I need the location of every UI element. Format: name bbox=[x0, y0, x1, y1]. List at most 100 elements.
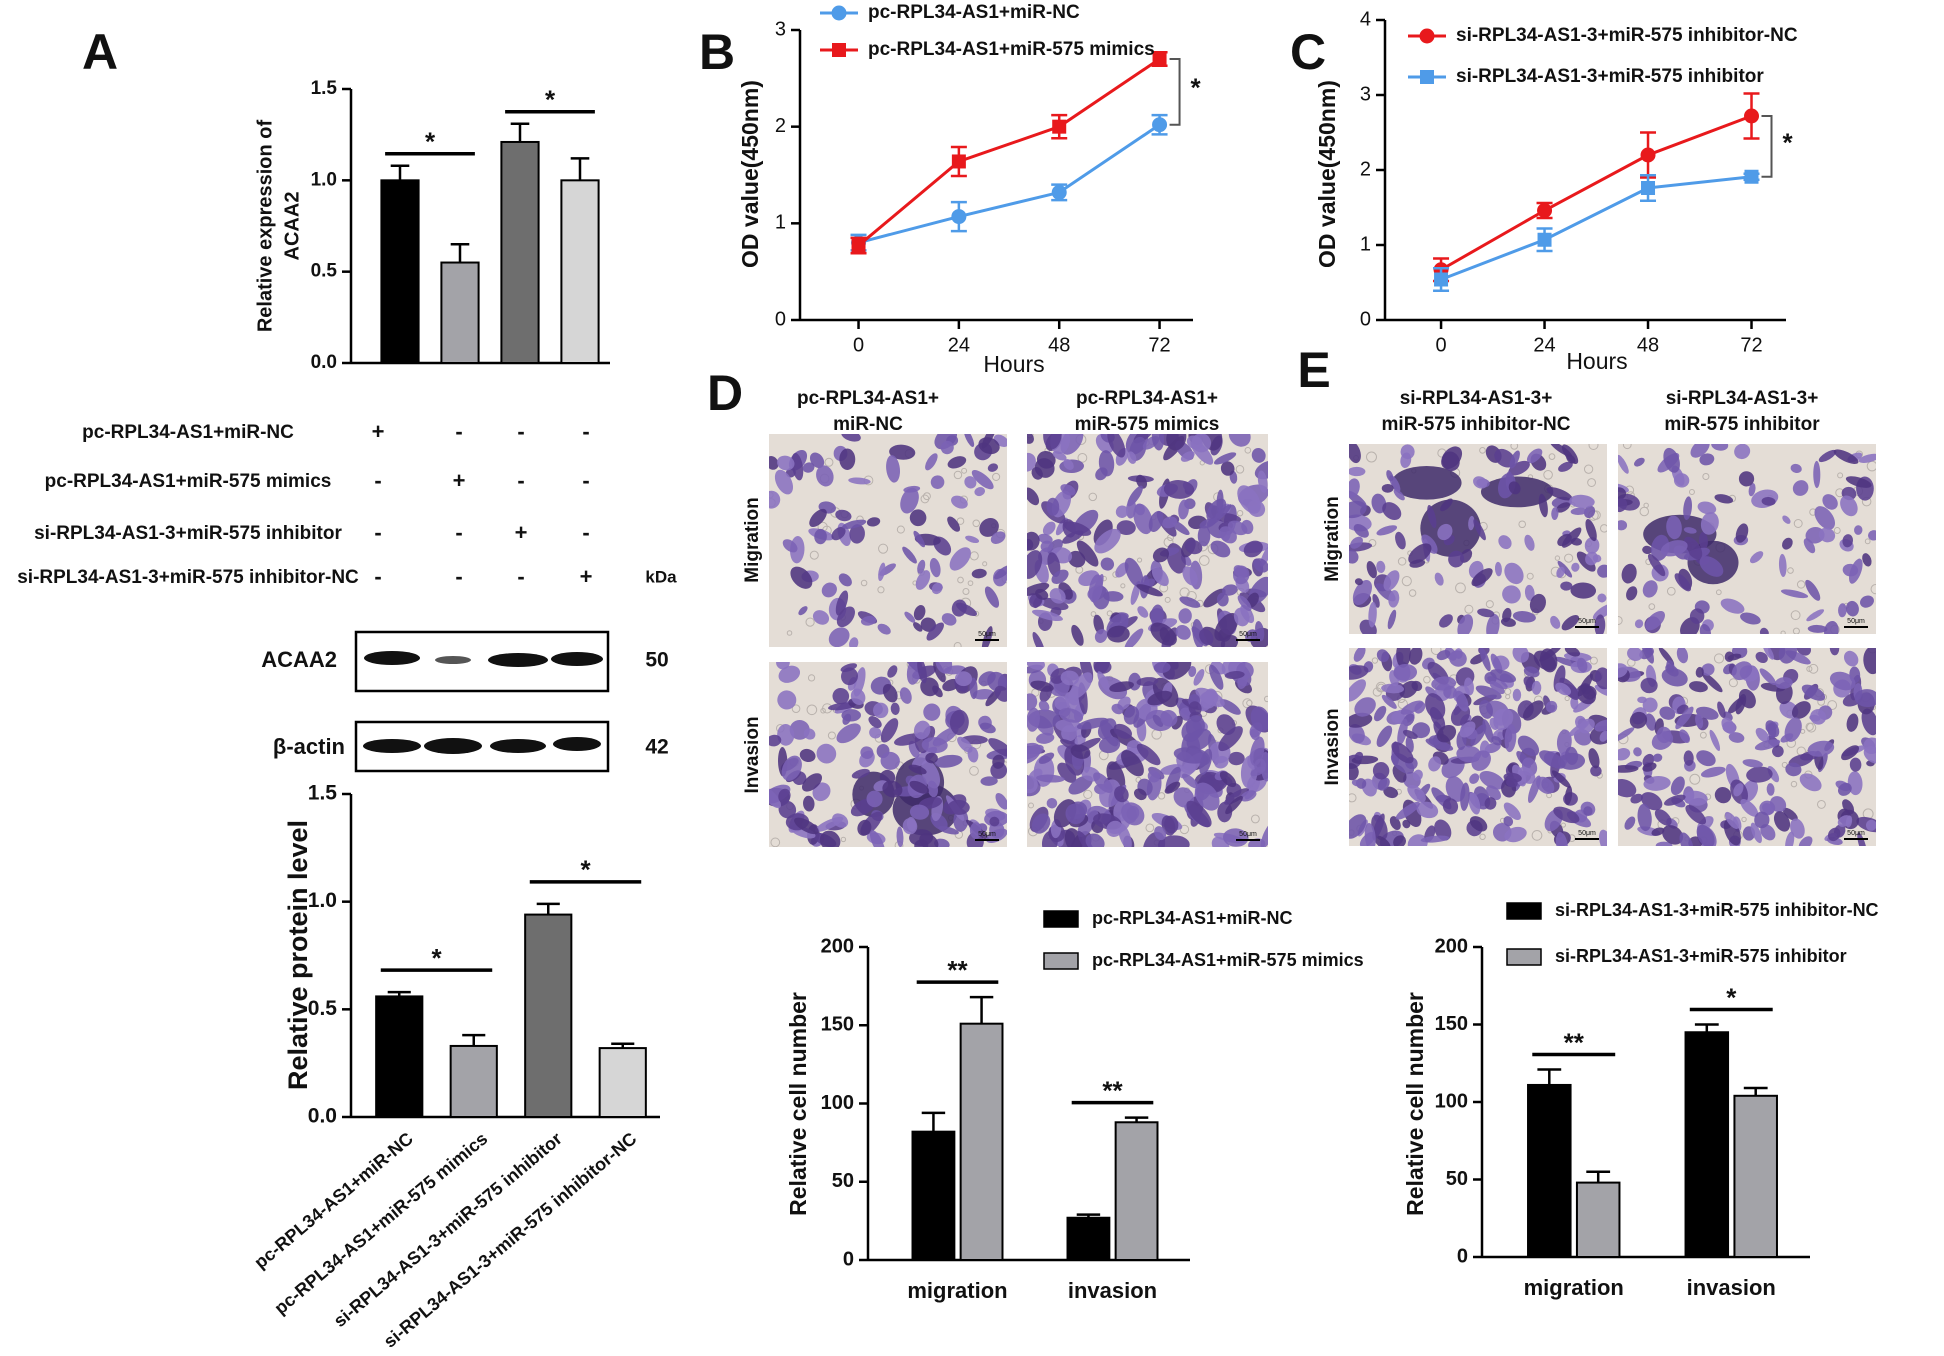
cell bbox=[1824, 620, 1839, 634]
cell bbox=[1077, 810, 1099, 837]
kda-label: 50 bbox=[645, 649, 668, 672]
cell bbox=[1699, 531, 1708, 550]
cell bbox=[1031, 609, 1063, 622]
cell bbox=[1152, 714, 1164, 727]
blot-band bbox=[364, 651, 420, 665]
sign: - bbox=[455, 520, 462, 545]
x-tick-label: 0 bbox=[1435, 334, 1446, 356]
pore bbox=[1430, 648, 1442, 655]
cell bbox=[1721, 717, 1736, 734]
bar bbox=[911, 1130, 956, 1262]
cell bbox=[778, 788, 791, 804]
cell bbox=[1027, 775, 1038, 794]
cell bbox=[1037, 533, 1053, 544]
cell bbox=[1352, 579, 1372, 606]
cell bbox=[1551, 770, 1571, 788]
row-header: Invasion bbox=[742, 716, 763, 793]
cell bbox=[1240, 790, 1257, 802]
cell bbox=[1127, 451, 1137, 464]
cell bbox=[909, 509, 927, 527]
cell bbox=[842, 713, 852, 725]
cell bbox=[1436, 724, 1457, 743]
cell bbox=[1709, 729, 1721, 752]
cell bbox=[857, 819, 872, 836]
cell bbox=[972, 688, 994, 700]
pore bbox=[967, 580, 974, 586]
cell bbox=[1564, 785, 1573, 806]
pore bbox=[809, 550, 819, 560]
cell bbox=[1512, 688, 1522, 702]
legend-marker bbox=[1419, 28, 1435, 44]
y-tick-label: 1.0 bbox=[311, 169, 337, 190]
cell bbox=[1136, 743, 1161, 766]
significance-label: * bbox=[425, 127, 436, 157]
scale-label: 50μm bbox=[1847, 830, 1865, 837]
cell bbox=[869, 830, 886, 847]
line bbox=[857, 57, 1161, 247]
cell bbox=[1523, 666, 1540, 678]
cell bbox=[1388, 590, 1400, 608]
cell bbox=[816, 743, 837, 764]
cell bbox=[1103, 591, 1124, 602]
cell bbox=[1755, 727, 1770, 743]
pore bbox=[1588, 444, 1599, 451]
cell bbox=[1400, 700, 1424, 715]
cell bbox=[1818, 449, 1837, 463]
cell bbox=[769, 734, 782, 747]
micrograph: 50μm bbox=[769, 662, 1007, 847]
x-tick-label: 24 bbox=[1533, 334, 1555, 356]
pore bbox=[1137, 557, 1143, 563]
cell bbox=[1570, 507, 1588, 515]
cell bbox=[1829, 671, 1856, 691]
cell bbox=[994, 564, 1007, 580]
pore bbox=[1870, 584, 1876, 595]
y-tick-label: 100 bbox=[821, 1092, 854, 1114]
cell bbox=[1621, 563, 1637, 584]
cell bbox=[848, 477, 871, 485]
error-bar bbox=[570, 157, 590, 181]
cell bbox=[941, 613, 957, 626]
cell bbox=[1539, 648, 1558, 673]
pore bbox=[1790, 610, 1801, 621]
cell bbox=[1114, 786, 1129, 803]
error-bar bbox=[969, 995, 994, 1024]
cell bbox=[1151, 566, 1169, 587]
cell bbox=[1695, 713, 1704, 729]
cell bbox=[896, 826, 904, 847]
y-tick-label: 4 bbox=[1360, 8, 1371, 30]
cell bbox=[1393, 489, 1405, 501]
cell bbox=[1027, 707, 1040, 732]
cell bbox=[1503, 816, 1514, 827]
cell bbox=[1727, 653, 1742, 661]
cell bbox=[1027, 550, 1043, 579]
cell bbox=[1746, 766, 1773, 783]
cell bbox=[1642, 762, 1657, 772]
cell bbox=[1040, 540, 1053, 553]
cell bbox=[1425, 738, 1454, 751]
cell bbox=[1124, 557, 1144, 588]
cell bbox=[1813, 460, 1821, 489]
y-tick-label: 50 bbox=[832, 1170, 854, 1192]
micrograph: 50μm bbox=[1027, 662, 1268, 847]
pore bbox=[1639, 506, 1650, 517]
cell bbox=[1582, 685, 1597, 700]
cell bbox=[963, 434, 975, 448]
cell bbox=[803, 795, 815, 812]
line bbox=[1440, 114, 1753, 272]
cell bbox=[1057, 762, 1077, 783]
cell bbox=[902, 546, 917, 564]
cell bbox=[1153, 662, 1171, 674]
blot-band bbox=[363, 739, 421, 753]
cell bbox=[1383, 570, 1400, 591]
cell bbox=[1556, 566, 1565, 578]
sign: + bbox=[515, 520, 528, 545]
cell bbox=[964, 476, 977, 489]
pore bbox=[1816, 799, 1826, 809]
pore bbox=[1790, 780, 1798, 788]
pore bbox=[1728, 678, 1738, 688]
cell bbox=[1349, 665, 1369, 680]
cell bbox=[1699, 623, 1711, 634]
cell bbox=[1349, 444, 1361, 464]
cell bbox=[1137, 606, 1149, 618]
bar bbox=[1527, 1083, 1572, 1258]
